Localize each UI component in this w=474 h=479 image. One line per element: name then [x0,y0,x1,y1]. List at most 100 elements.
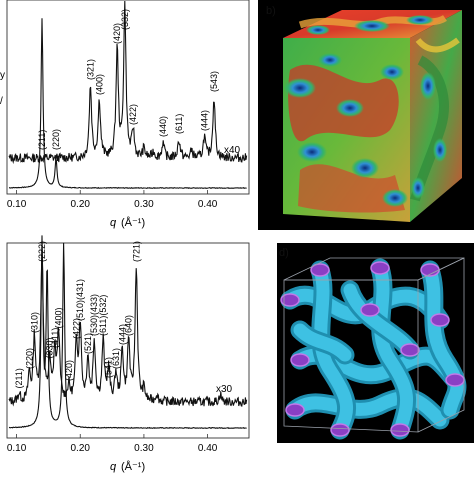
channel-opening [420,72,436,100]
peak-label: (521) [83,333,93,354]
cube-wireframe-d [283,257,465,433]
peak-label: (211) [37,130,47,150]
peak-label: (310) [29,312,39,333]
peak-label: (400) [54,307,64,328]
network-strut [293,323,352,362]
x-tick-label: 0.10 [7,199,27,210]
x-tick-label: 0.20 [71,199,91,210]
strut-cross-section [370,261,390,275]
x-axis-label-a: q (Å⁻¹) [110,216,145,229]
peak-label: (332) [120,9,130,30]
peak-label: (444) [117,324,127,345]
magnified-trace-a [8,0,248,165]
strut-cross-section [445,373,465,387]
y-axis-fragment-a1: y [0,70,5,81]
x-tick-label: 0.30 [134,199,154,210]
cube-render-d: d) [277,243,474,443]
channel-opening [351,158,379,178]
strut-cross-section [390,423,410,437]
network-strut [288,391,447,427]
x-label-unit-a: (Å⁻¹) [121,216,145,229]
side-label-d-top: h [466,290,472,301]
scale-label-a: x40 [224,145,241,156]
strut-cross-section [310,263,330,277]
peak-label: (611) [174,114,184,134]
peak-label: (541) [103,357,113,378]
peak-label: (330) [45,337,55,358]
x-axis-label-c: q (Å⁻¹) [110,460,145,473]
strut-cross-section [400,343,420,357]
main-trace-a [8,18,247,189]
peak-label: (220) [51,129,61,150]
x-label-unit-c: (Å⁻¹) [121,460,145,473]
plot-frame-a [6,0,250,195]
x-tick-label: 0.10 [7,443,27,454]
x-ticks-c: 0.10 0.20 0.30 0.40 [7,434,218,454]
strut-cross-section [280,293,300,307]
x-label-q-a: q [110,217,117,229]
x-tick-label: 0.40 [198,199,218,210]
channel-opening [380,64,404,80]
x-tick-label: 0.30 [134,443,154,454]
channel-opening [433,138,447,162]
peak-label: (420) [64,360,74,381]
x-tick-label: 0.20 [71,443,91,454]
peak-label: (321) [85,59,95,80]
peak-label: (420) [112,23,122,44]
network-strut [373,261,414,437]
peak-label: (422) [71,318,81,339]
x-ticks-a: 0.10 0.20 0.30 0.40 [7,190,218,210]
strut-cross-section [290,353,310,367]
channel-opening [297,142,327,162]
peak-label: (422) [128,104,138,125]
network-strut [313,263,354,437]
channel-opening [336,99,364,117]
channel-opening [382,189,408,207]
peak-labels-a: (211) (220) (321)(400) (420)(332) (422) (440)… [37,9,219,150]
y-axis-fragment-a2: / [0,96,3,107]
peak-label: (220) [24,348,34,369]
network-struts-d [280,258,467,440]
peak-label: (400) [94,74,104,95]
strut-cross-section [330,423,350,437]
diffraction-chart-c: 0.10 0.20 0.30 0.40 (211)(220) (310) (222) (33… [6,235,250,473]
strut-cross-section [430,313,450,327]
peak-label: (611)(532) [98,295,108,336]
peak-label: (440) [158,116,168,137]
panel-letter-b: b) [266,5,276,17]
strut-cross-section [360,303,380,317]
diffraction-chart-a: 0.10 0.20 0.30 0.40 (211) (220) (321)(400) (42… [0,0,250,229]
peak-label: (631) [111,348,121,369]
peak-label: (411) [50,328,60,348]
peak-label: (510)(431) [75,279,85,321]
x-tick-label: 0.40 [198,443,218,454]
channel-opening [406,15,434,25]
peak-label: (211) [14,368,24,388]
magnified-trace-c [8,246,248,407]
peak-label: (543) [209,71,219,92]
peak-labels-c: (211)(220) (310) (222) (330)(411)(400) (420)… [14,241,141,389]
side-label-d-bottom: lo [466,384,474,395]
peak-label: (640) [124,315,134,336]
peak-label: (222) [37,241,47,262]
channel-opening [306,25,330,35]
channel-openings-b [284,15,447,207]
network-strut [423,263,464,417]
peak-label: (530)(433) [89,294,99,336]
channel-opening [318,53,342,67]
cube-render-b: b) [258,0,474,230]
channel-opening [411,177,425,199]
x-label-q-c: q [110,461,117,473]
peak-label: (721) [131,241,141,262]
side-label-b-top: h [466,54,472,65]
scale-label-c: x30 [216,384,233,395]
channel-opening [284,78,316,98]
channel-opening [354,20,390,32]
peak-label: (444) [199,110,209,131]
plot-frame-c [6,242,250,439]
panel-letter-d: d) [279,247,289,259]
strut-cross-section [285,403,305,417]
side-label-b-bottom: le [466,148,474,159]
